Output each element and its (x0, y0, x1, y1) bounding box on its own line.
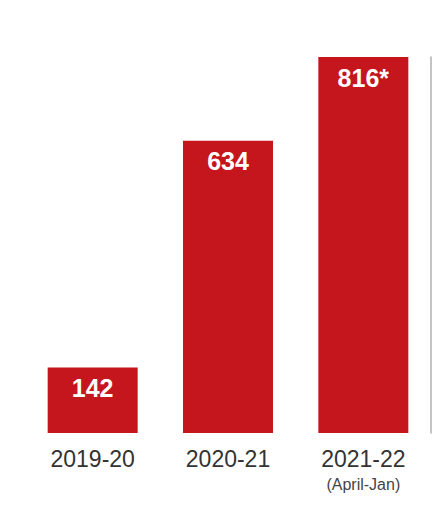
svg-text:142: 142 (72, 374, 114, 402)
svg-text:(April-Jan): (April-Jan) (326, 476, 400, 493)
svg-text:816*: 816* (338, 64, 390, 92)
svg-text:2020-21: 2020-21 (186, 446, 270, 472)
svg-text:2019-20: 2019-20 (50, 446, 134, 472)
svg-text:634: 634 (207, 147, 249, 175)
svg-text:2021-22: 2021-22 (321, 446, 405, 472)
